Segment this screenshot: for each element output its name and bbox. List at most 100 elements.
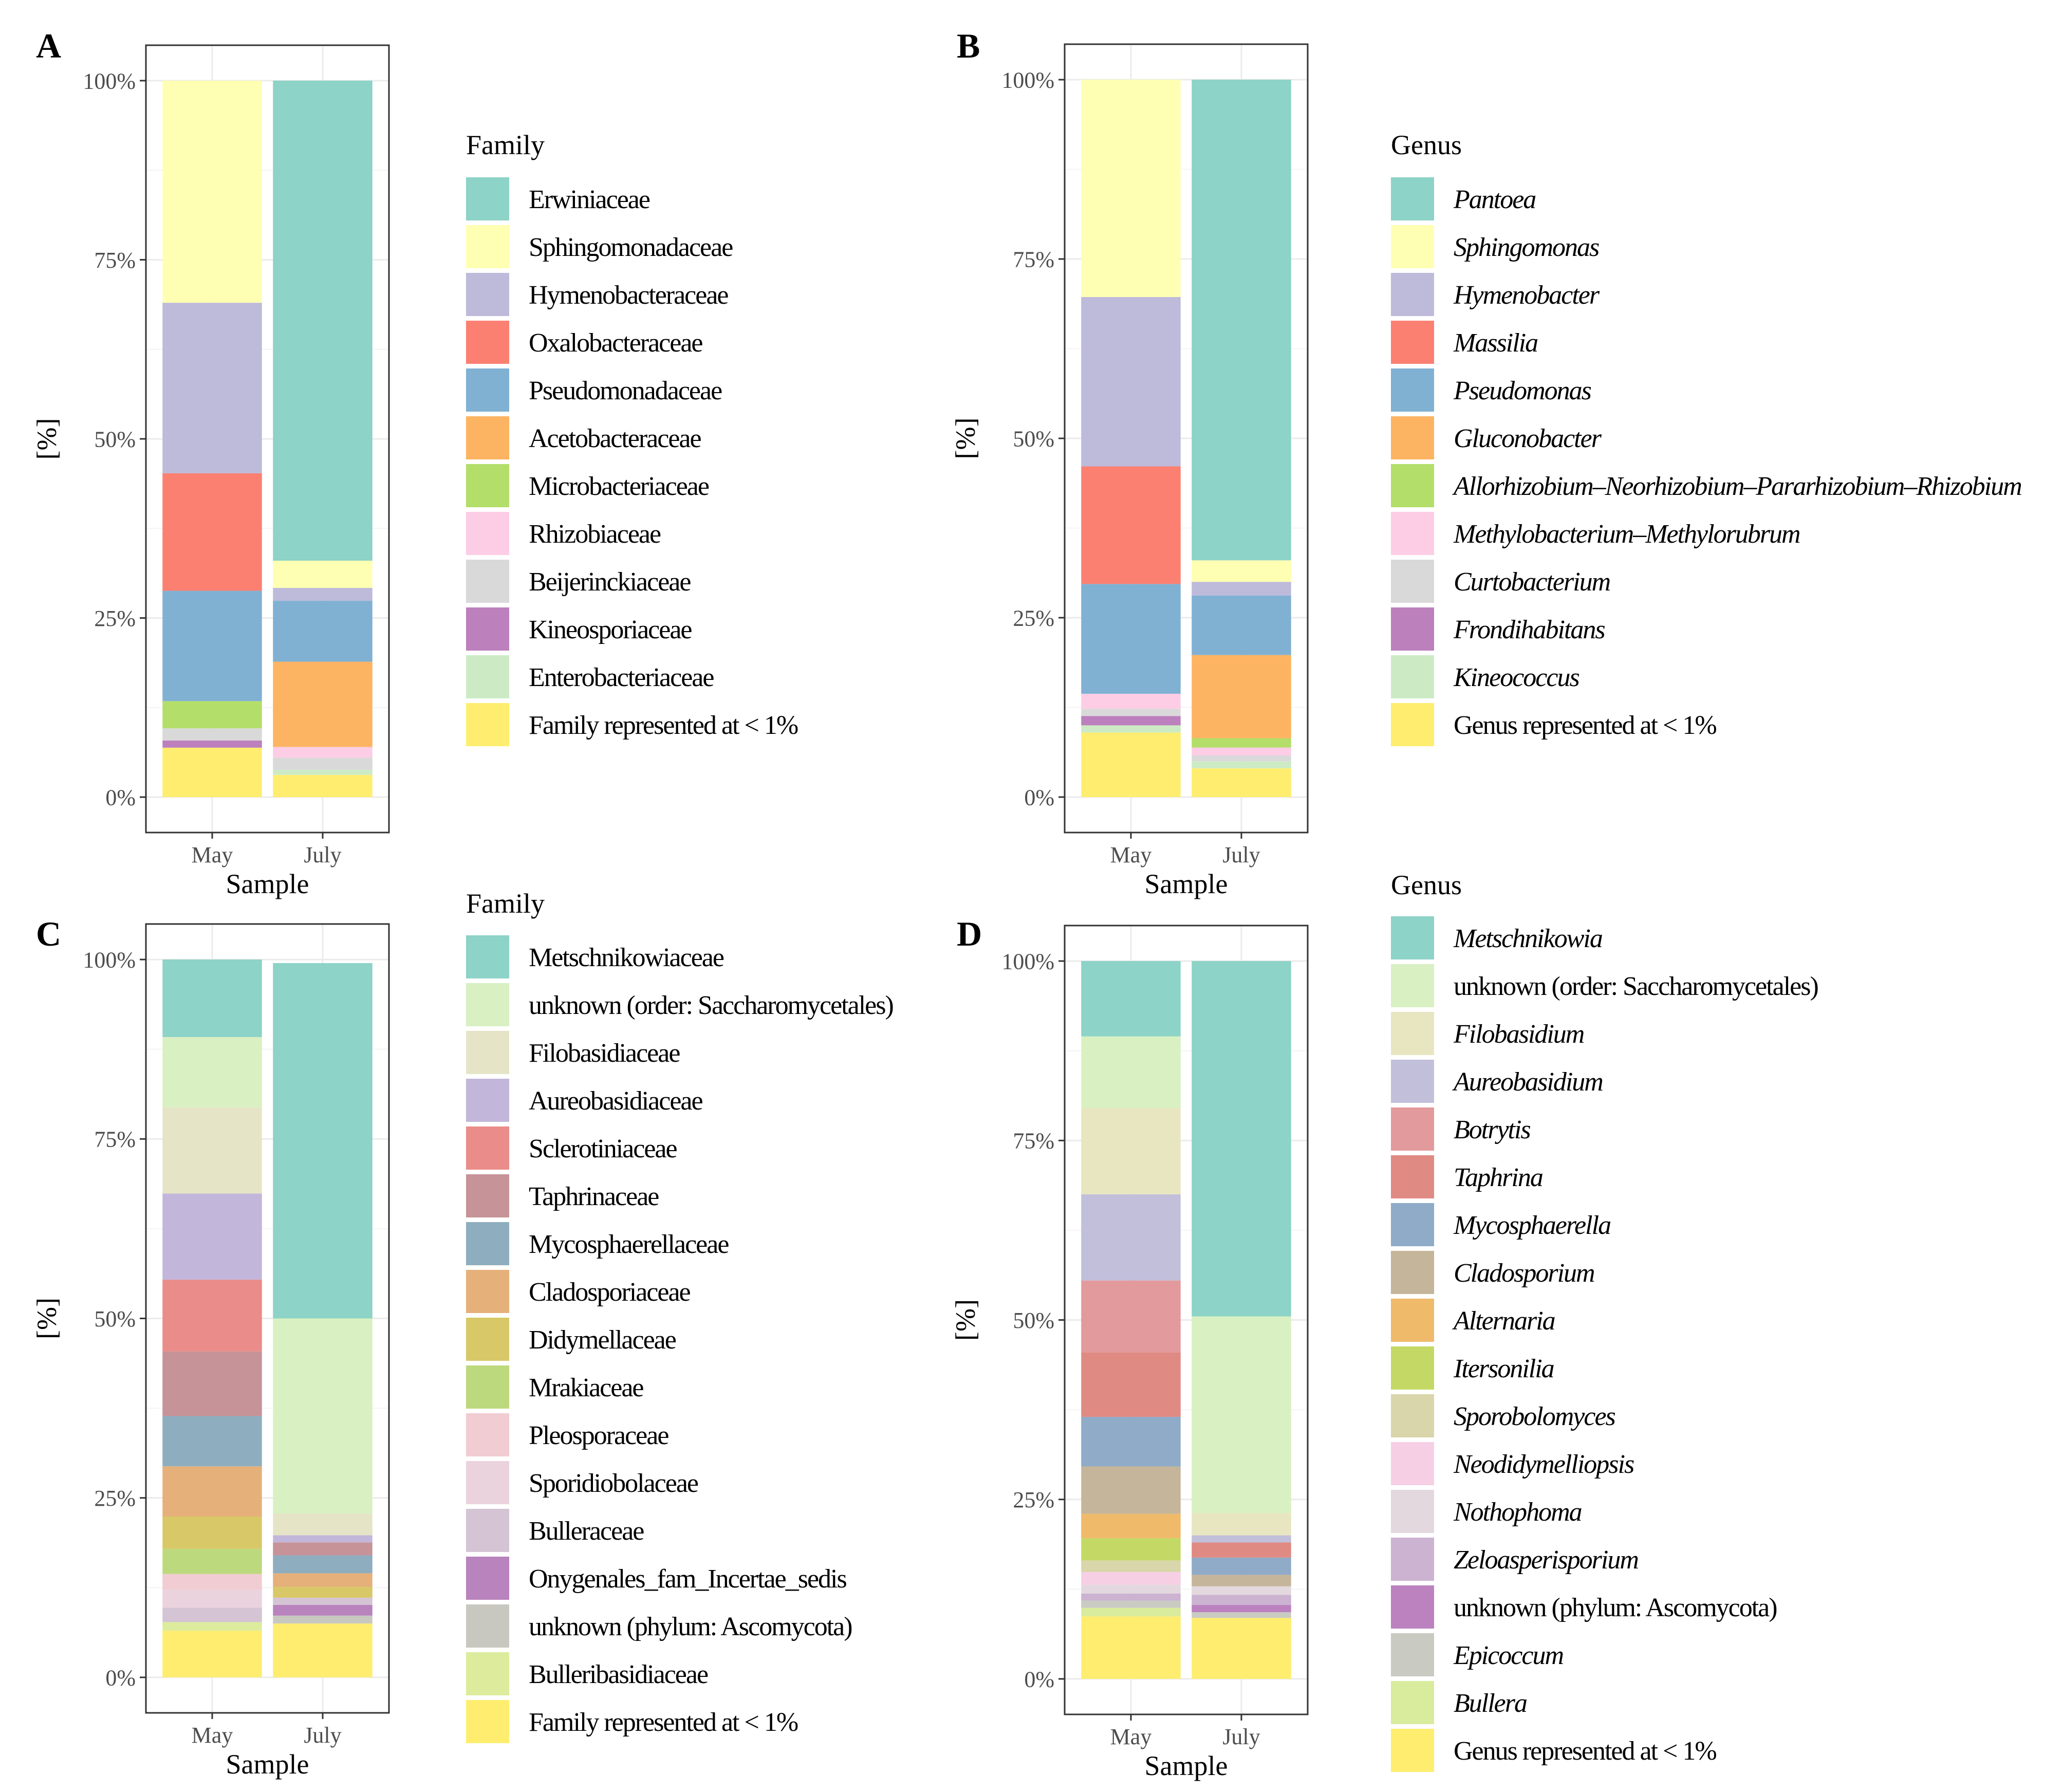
bar-segment: [1192, 1612, 1291, 1618]
legend-key: [466, 1700, 509, 1743]
legend-label: Bulleribasidiaceae: [529, 1660, 708, 1689]
legend: Family Metschnikowiaceae unknown (order: S…: [466, 888, 894, 1743]
y-tick-label: 75%: [1013, 1129, 1054, 1154]
legend-label: Nothophoma: [1453, 1498, 1582, 1527]
legend-key: [466, 273, 509, 316]
legend-key: [1391, 916, 1434, 959]
bar-segment: [1192, 1542, 1291, 1558]
legend-label: Mrakiaceae: [529, 1373, 643, 1402]
bar-segment: [1081, 584, 1181, 694]
legend-label: Allorhizobium–Neorhizobium–Pararhizobium…: [1452, 472, 2021, 501]
legend-key: [1391, 703, 1434, 746]
x-tick-label: July: [1222, 842, 1260, 867]
legend-label: unknown (order: Saccharomycetales): [529, 991, 893, 1020]
x-tick-label: July: [304, 1723, 341, 1748]
y-tick-label: 100%: [1001, 67, 1054, 93]
bar-segment: [162, 1280, 262, 1352]
legend-label: Pleosporaceae: [529, 1421, 668, 1450]
bar-segment: [1081, 1600, 1181, 1608]
legend-key: [1391, 1681, 1434, 1724]
bar-segment: [273, 80, 373, 561]
bar-segment: [273, 963, 373, 1319]
legend-key: [466, 935, 509, 978]
bar-segment: [162, 1608, 262, 1622]
panel-letter: D: [957, 914, 982, 953]
y-axis-title: [%]: [31, 418, 62, 460]
x-tick-label: May: [192, 842, 233, 867]
legend-key: [466, 1318, 509, 1361]
legend-key: [466, 607, 509, 651]
bar-segment: [1081, 693, 1181, 709]
legend-key: [1391, 1538, 1434, 1581]
bar-segment: [1081, 297, 1181, 467]
panel-d: 0%25%50%75%100%May JulySample[%]DGenusMet…: [950, 870, 1819, 1781]
y-tick-label: 25%: [1013, 1487, 1054, 1512]
bar-segment: [1192, 755, 1291, 762]
y-axis-title: [%]: [950, 418, 981, 459]
bar-segment: [162, 728, 262, 741]
legend-key: [466, 321, 509, 364]
legend-key: [1391, 964, 1434, 1007]
y-tick-label: 0%: [1024, 785, 1054, 810]
legend-title: Genus: [1391, 870, 1462, 900]
legend-label: Taphrinaceae: [529, 1182, 659, 1211]
y-axis-title: [%]: [31, 1298, 62, 1339]
legend-key: [466, 1413, 509, 1456]
legend-label: Hymenobacteraceae: [529, 281, 728, 310]
legend-key: [466, 1222, 509, 1265]
legend-label: Sporidiobolaceae: [529, 1469, 698, 1498]
y-tick-label: 75%: [94, 248, 136, 273]
x-tick-label: May: [1110, 842, 1152, 867]
legend-label: Massilia: [1453, 328, 1538, 358]
legend-key: [1391, 607, 1434, 651]
y-tick-label: 25%: [94, 1486, 136, 1511]
bar-segment: [1081, 1466, 1181, 1514]
legend-key: [1391, 1346, 1434, 1390]
legend-key: [1391, 1394, 1434, 1437]
legend-key: [1391, 1060, 1434, 1103]
bar-segment: [162, 80, 262, 303]
bar-segment: [1081, 1560, 1181, 1572]
legend: Family Erwiniaceae Sphingomonadaceae Hymeno…: [466, 130, 799, 746]
legend-key: [1391, 321, 1434, 364]
legend: Genus Pantoea Sphingomonas Hymenobacter Mass…: [1391, 130, 2022, 746]
bar-segment: [1081, 466, 1181, 584]
bar-segment: [1192, 747, 1291, 756]
bar-segment: [162, 740, 262, 748]
bar-segment: [1081, 80, 1181, 297]
legend-key: [466, 464, 509, 507]
legend-label: Erwiniaceae: [529, 185, 650, 214]
bar-segment: [1081, 1608, 1181, 1617]
y-tick-label: 50%: [94, 1306, 136, 1332]
bar-segment: [1192, 80, 1291, 561]
bar-segment: [273, 1318, 373, 1514]
legend-key: [1391, 655, 1434, 698]
legend-key: [466, 512, 509, 555]
legend-label: Mycosphaerella: [1453, 1211, 1611, 1240]
bar-segment: [1081, 725, 1181, 733]
bar-segment: [162, 1193, 262, 1280]
bar-segment: [162, 1416, 262, 1467]
legend-label: Sphingomonas: [1454, 233, 1599, 262]
legend-label: Cladosporiaceae: [529, 1278, 691, 1307]
bar-segment: [1081, 1584, 1181, 1594]
legend-key: [466, 177, 509, 220]
legend-label: Epicoccum: [1453, 1641, 1563, 1670]
bar-segment: [162, 1574, 262, 1590]
bar-segment: [1192, 961, 1291, 1317]
bar-segment: [1192, 738, 1291, 748]
legend-label: Bullera: [1454, 1689, 1527, 1718]
legend-key: [1391, 560, 1434, 603]
bar-segment: [273, 661, 373, 747]
legend-label: Curtobacterium: [1454, 567, 1610, 597]
legend-key: [1391, 1107, 1434, 1151]
legend-label: Hymenobacter: [1453, 281, 1600, 310]
bar-segment: [273, 1615, 373, 1624]
legend-key: [466, 1079, 509, 1122]
legend-title: Genus: [1391, 130, 1462, 160]
legend-label: Pseudomonas: [1453, 376, 1591, 405]
legend-label: Methylobacterium–Methylorubrum: [1453, 520, 1800, 549]
legend-label: Kineosporiaceae: [529, 615, 692, 644]
